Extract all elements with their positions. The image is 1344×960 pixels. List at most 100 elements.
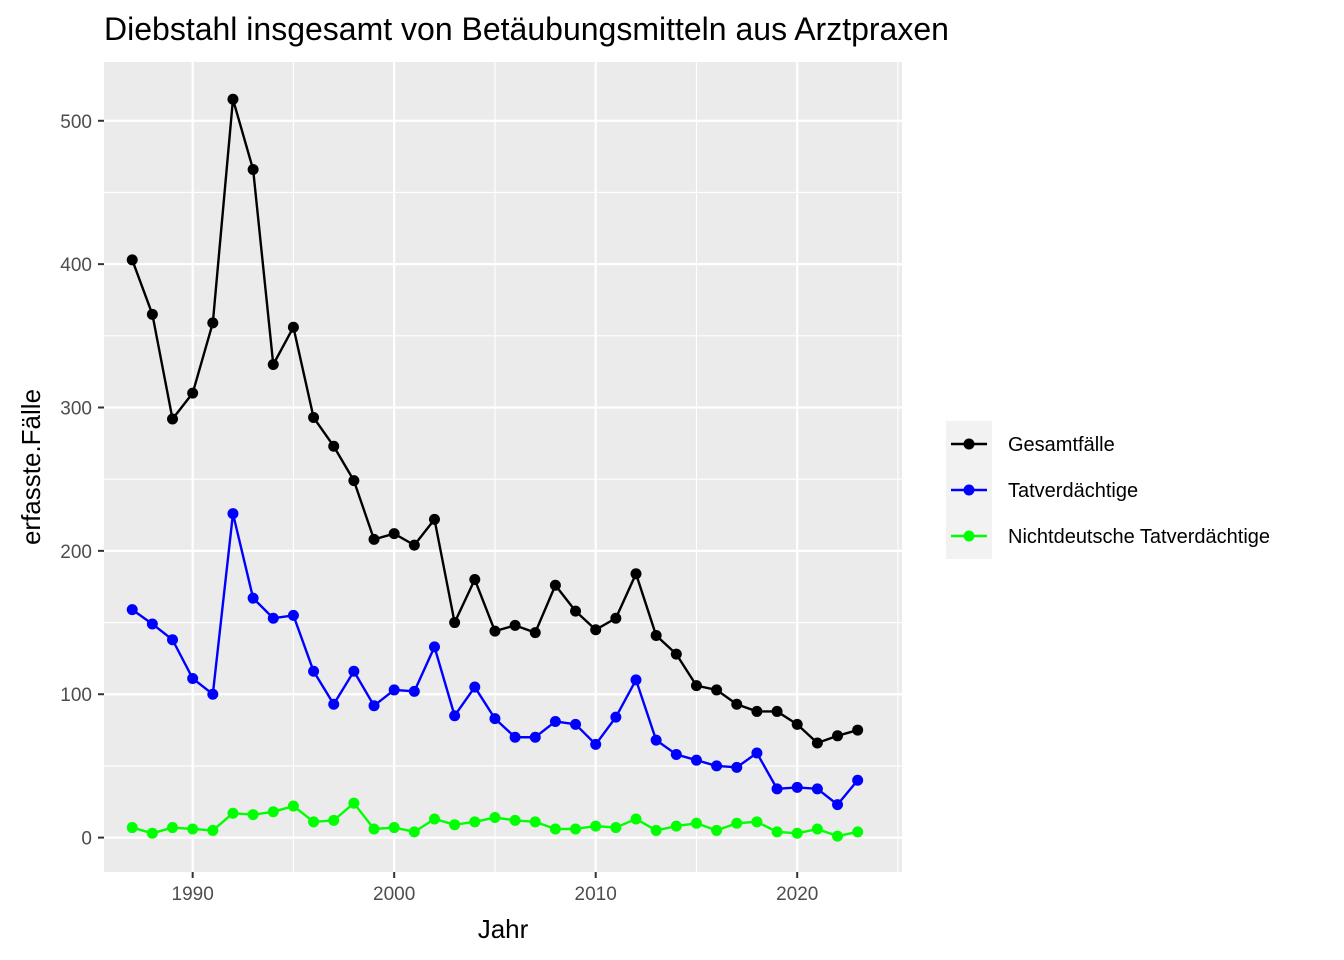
legend-label: Gesamtfälle — [1008, 434, 1115, 456]
data-point — [489, 812, 501, 824]
data-point — [529, 731, 541, 743]
legend-key-point — [963, 530, 975, 542]
data-point — [328, 814, 340, 826]
data-point — [227, 807, 239, 819]
legend: Gesamtfälle Tatverdächtige Nichtdeutsche T… — [946, 421, 1270, 559]
data-point — [690, 817, 702, 829]
data-point — [690, 754, 702, 766]
data-point — [610, 822, 622, 834]
data-point — [852, 826, 864, 838]
data-point — [811, 823, 823, 835]
data-point — [570, 718, 582, 730]
data-point — [469, 681, 481, 693]
data-point — [227, 508, 239, 520]
data-point — [570, 605, 582, 617]
data-point — [287, 321, 299, 333]
series-layer — [126, 93, 864, 842]
x-axis: 1990 2000 2010 2020 — [172, 872, 818, 905]
data-point — [287, 609, 299, 621]
data-point — [630, 674, 642, 686]
data-point — [529, 627, 541, 639]
data-point — [247, 164, 259, 176]
chart-title: Diebstahl insgesamt von Betäubungsmittel… — [104, 11, 949, 47]
data-point — [348, 475, 360, 487]
data-point — [388, 684, 400, 696]
data-point — [187, 387, 199, 399]
data-point — [146, 827, 158, 839]
x-axis-title: Jahr — [478, 914, 529, 944]
data-point — [126, 822, 138, 834]
legend-label: Tatverdächtige — [1008, 480, 1138, 502]
data-point — [388, 822, 400, 834]
data-point — [529, 816, 541, 828]
data-point — [207, 824, 219, 836]
data-point — [267, 612, 279, 624]
data-point — [711, 824, 723, 836]
data-point — [408, 539, 420, 551]
legend-key-point — [963, 484, 975, 496]
data-point — [590, 738, 602, 750]
data-point — [771, 783, 783, 795]
data-point — [469, 816, 481, 828]
y-tick-label: 100 — [60, 685, 92, 706]
data-point — [489, 625, 501, 637]
data-point — [690, 680, 702, 692]
data-point — [408, 826, 420, 838]
data-point — [670, 820, 682, 832]
y-tick-label: 300 — [60, 399, 92, 420]
data-point — [267, 806, 279, 818]
data-point — [449, 617, 461, 629]
data-point — [388, 528, 400, 540]
data-point — [832, 830, 844, 842]
data-point — [791, 827, 803, 839]
data-point — [247, 592, 259, 604]
data-point — [590, 820, 602, 832]
data-point — [328, 440, 340, 452]
data-point — [711, 684, 723, 696]
data-point — [771, 826, 783, 838]
y-tick-label: 200 — [60, 542, 92, 563]
data-point — [731, 761, 743, 773]
data-point — [670, 648, 682, 660]
data-point — [428, 641, 440, 653]
data-point — [811, 737, 823, 749]
x-tick-label: 2020 — [776, 884, 818, 905]
y-tick-label: 500 — [60, 112, 92, 133]
legend-label: Nichtdeutsche Tatverdächtige — [1008, 526, 1270, 548]
x-tick-label: 1990 — [172, 884, 214, 905]
data-point — [731, 817, 743, 829]
data-point — [167, 822, 179, 834]
data-point — [509, 619, 521, 631]
data-point — [368, 823, 380, 835]
data-point — [368, 533, 380, 545]
data-point — [791, 718, 803, 730]
data-point — [408, 685, 420, 697]
data-point — [146, 308, 158, 320]
grid-minor — [104, 62, 902, 872]
plot-panel — [104, 62, 902, 872]
y-tick-label: 0 — [81, 829, 92, 850]
data-point — [832, 799, 844, 811]
data-point — [650, 629, 662, 641]
data-point — [267, 358, 279, 370]
data-point — [610, 612, 622, 624]
data-point — [549, 715, 561, 727]
data-point — [650, 734, 662, 746]
data-point — [428, 513, 440, 525]
data-point — [287, 800, 299, 812]
data-point — [549, 579, 561, 591]
data-point — [348, 797, 360, 809]
data-point — [832, 730, 844, 742]
data-point — [469, 574, 481, 586]
x-tick-label: 2000 — [373, 884, 415, 905]
data-point — [711, 760, 723, 772]
data-point — [610, 711, 622, 723]
y-axis: 0 100 200 300 400 500 — [60, 112, 104, 850]
data-point — [187, 672, 199, 684]
data-point — [328, 698, 340, 710]
data-point — [449, 710, 461, 722]
data-point — [670, 748, 682, 760]
data-point — [630, 568, 642, 580]
data-point — [167, 634, 179, 646]
data-point — [449, 819, 461, 831]
